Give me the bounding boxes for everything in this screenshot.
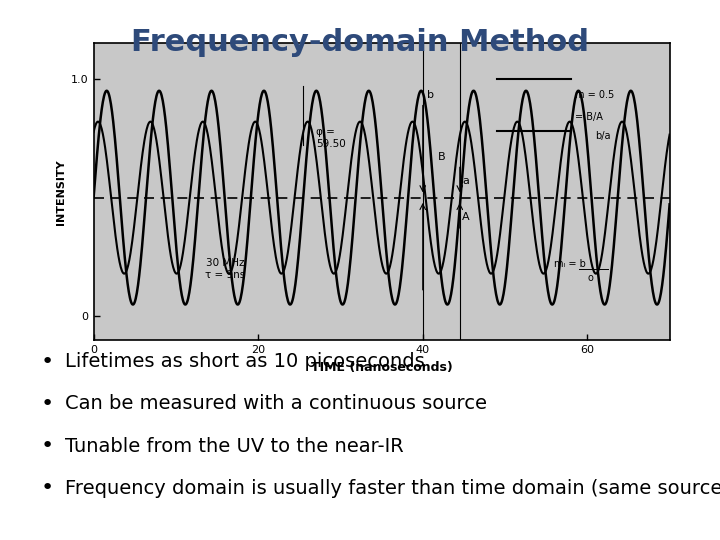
Text: Frequency domain is usually faster than time domain (same source): Frequency domain is usually faster than … — [65, 478, 720, 498]
Text: b: b — [427, 91, 434, 100]
Text: •: • — [40, 478, 53, 498]
Text: o: o — [588, 273, 593, 284]
Text: φ =
59.50: φ = 59.50 — [316, 127, 346, 149]
Text: = B/A: = B/A — [575, 112, 603, 122]
Text: •: • — [40, 394, 53, 414]
X-axis label: TIME (nanoseconds): TIME (nanoseconds) — [311, 361, 452, 374]
Y-axis label: INTENSITY: INTENSITY — [55, 159, 66, 225]
Text: b/a: b/a — [595, 131, 611, 141]
Text: Lifetimes as short as 10 picoseconds: Lifetimes as short as 10 picoseconds — [65, 352, 425, 372]
Text: m = 0.5: m = 0.5 — [575, 91, 614, 100]
Text: B: B — [438, 152, 445, 162]
Text: A: A — [462, 212, 470, 221]
Text: Tunable from the UV to the near-IR: Tunable from the UV to the near-IR — [65, 436, 403, 456]
Text: •: • — [40, 436, 53, 456]
Text: Frequency-domain Method: Frequency-domain Method — [131, 28, 589, 57]
Text: •: • — [40, 352, 53, 372]
Text: a: a — [462, 176, 469, 186]
Text: mₗ = b: mₗ = b — [554, 259, 586, 269]
Text: Can be measured with a continuous source: Can be measured with a continuous source — [65, 394, 487, 414]
Text: 30 MHz
τ = 9ns: 30 MHz τ = 9ns — [205, 258, 246, 280]
